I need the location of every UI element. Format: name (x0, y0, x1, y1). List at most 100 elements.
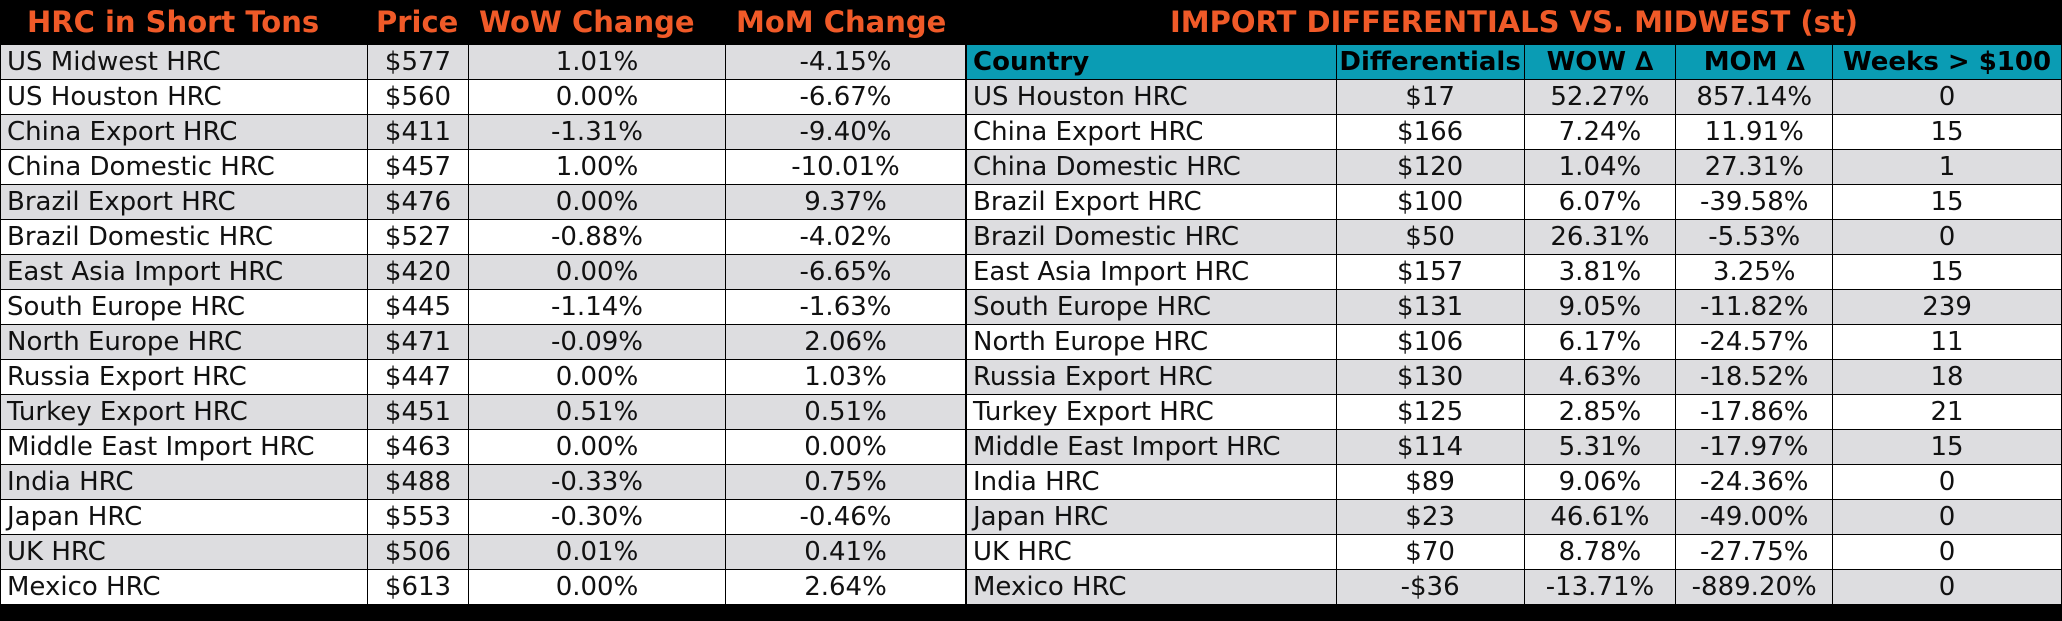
hrc-name-cell: US Midwest HRC (0, 44, 368, 80)
mom-delta-cell: 3.25% (1675, 254, 1834, 290)
weeks-over-100-cell: 0 (1832, 79, 2062, 115)
mom-delta-cell: 11.91% (1675, 114, 1834, 150)
wow-delta-cell: 9.05% (1523, 289, 1677, 325)
table-row: UK HRC $70 8.78% -27.75% 0 (966, 534, 2062, 570)
mom-change-cell: -6.67% (725, 79, 966, 115)
table-row: India HRC $488 -0.33% 0.75% (0, 464, 966, 500)
header-differentials: Differentials (1335, 44, 1525, 80)
header-mom-change: MoM Change (736, 5, 947, 39)
table-row: North Europe HRC $471 -0.09% 2.06% (0, 324, 966, 360)
wow-delta-cell: 1.04% (1523, 149, 1677, 185)
weeks-over-100-cell: 15 (1832, 254, 2062, 290)
wow-delta-cell: -13.71% (1523, 569, 1677, 605)
mom-change-cell: -0.46% (725, 499, 966, 535)
hrc-name-cell: Japan HRC (0, 499, 368, 535)
wow-change-cell: 0.00% (468, 569, 726, 605)
import-differentials-table: Country Differentials WOW ∆ MOM ∆ Weeks … (966, 44, 2062, 605)
weeks-over-100-cell: 239 (1832, 289, 2062, 325)
hrc-name-cell: South Europe HRC (0, 289, 368, 325)
header-weeks-over-100: Weeks > $100 (1832, 44, 2062, 80)
header-hrc-short-tons: HRC in Short Tons (27, 5, 320, 39)
differential-cell: $23 (1335, 499, 1525, 535)
price-cell: $553 (367, 499, 469, 535)
differential-cell: $114 (1335, 429, 1525, 465)
price-cell: $506 (367, 534, 469, 570)
weeks-over-100-cell: 15 (1832, 184, 2062, 220)
mom-change-cell: -1.63% (725, 289, 966, 325)
mom-delta-cell: 857.14% (1675, 79, 1834, 115)
header-wow-change: WoW Change (479, 5, 695, 39)
price-cell: $463 (367, 429, 469, 465)
mom-change-cell: 2.64% (725, 569, 966, 605)
weeks-over-100-cell: 15 (1832, 114, 2062, 150)
mom-change-cell: 9.37% (725, 184, 966, 220)
hrc-name-cell: Turkey Export HRC (0, 394, 368, 430)
table-row: Middle East Import HRC $114 5.31% -17.97% 15 (966, 429, 2062, 465)
mom-delta-cell: -889.20% (1675, 569, 1834, 605)
differential-cell: $70 (1335, 534, 1525, 570)
country-cell: Turkey Export HRC (966, 394, 1337, 430)
wow-delta-cell: 26.31% (1523, 219, 1677, 255)
wow-delta-cell: 6.07% (1523, 184, 1677, 220)
wow-delta-cell: 52.27% (1523, 79, 1677, 115)
wow-change-cell: -0.30% (468, 499, 726, 535)
weeks-over-100-cell: 15 (1832, 429, 2062, 465)
differential-cell: $89 (1335, 464, 1525, 500)
mom-delta-cell: -27.75% (1675, 534, 1834, 570)
wow-delta-cell: 9.06% (1523, 464, 1677, 500)
table-row: China Domestic HRC $457 1.00% -10.01% (0, 149, 966, 185)
table-row: Middle East Import HRC $463 0.00% 0.00% (0, 429, 966, 465)
table-row: Russia Export HRC $130 4.63% -18.52% 18 (966, 359, 2062, 395)
mom-change-cell: -9.40% (725, 114, 966, 150)
wow-change-cell: 0.00% (468, 429, 726, 465)
mom-change-cell: -6.65% (725, 254, 966, 290)
hrc-name-cell: Middle East Import HRC (0, 429, 368, 465)
differential-cell: $157 (1335, 254, 1525, 290)
mom-delta-cell: -24.36% (1675, 464, 1834, 500)
weeks-over-100-cell: 0 (1832, 569, 2062, 605)
hrc-name-cell: North Europe HRC (0, 324, 368, 360)
wow-change-cell: 0.00% (468, 184, 726, 220)
wow-change-cell: 0.51% (468, 394, 726, 430)
table-row: India HRC $89 9.06% -24.36% 0 (966, 464, 2062, 500)
country-cell: UK HRC (966, 534, 1337, 570)
wow-delta-cell: 2.85% (1523, 394, 1677, 430)
table-row: US Midwest HRC $577 1.01% -4.15% (0, 44, 966, 80)
hrc-name-cell: Mexico HRC (0, 569, 368, 605)
mom-change-cell: 0.41% (725, 534, 966, 570)
differential-cell: $125 (1335, 394, 1525, 430)
table-row: Japan HRC $23 46.61% -49.00% 0 (966, 499, 2062, 535)
mom-change-cell: 0.00% (725, 429, 966, 465)
country-cell: Middle East Import HRC (966, 429, 1337, 465)
weeks-over-100-cell: 11 (1832, 324, 2062, 360)
table-row: Turkey Export HRC $451 0.51% 0.51% (0, 394, 966, 430)
price-cell: $420 (367, 254, 469, 290)
country-cell: Brazil Export HRC (966, 184, 1337, 220)
price-cell: $411 (367, 114, 469, 150)
hrc-name-cell: China Domestic HRC (0, 149, 368, 185)
wow-change-cell: 0.01% (468, 534, 726, 570)
country-cell: Mexico HRC (966, 569, 1337, 605)
wow-delta-cell: 7.24% (1523, 114, 1677, 150)
price-cell: $488 (367, 464, 469, 500)
country-cell: Russia Export HRC (966, 359, 1337, 395)
import-differentials-table-body: US Houston HRC $17 52.27% 857.14% 0 China Exp… (966, 79, 2062, 605)
wow-change-cell: 1.01% (468, 44, 726, 80)
wow-delta-cell: 3.81% (1523, 254, 1677, 290)
country-cell: US Houston HRC (966, 79, 1337, 115)
wow-delta-cell: 6.17% (1523, 324, 1677, 360)
table-row: UK HRC $506 0.01% 0.41% (0, 534, 966, 570)
mom-change-cell: 0.75% (725, 464, 966, 500)
mom-delta-cell: -17.97% (1675, 429, 1834, 465)
wow-change-cell: -0.88% (468, 219, 726, 255)
country-cell: Japan HRC (966, 499, 1337, 535)
hrc-price-table: US Midwest HRC $577 1.01% -4.15% US Houston … (0, 44, 966, 605)
table-row: Mexico HRC $613 0.00% 2.64% (0, 569, 966, 605)
table-row: South Europe HRC $131 9.05% -11.82% 239 (966, 289, 2062, 325)
mom-change-cell: -4.15% (725, 44, 966, 80)
country-cell: North Europe HRC (966, 324, 1337, 360)
hrc-name-cell: Russia Export HRC (0, 359, 368, 395)
table-row: Brazil Export HRC $100 6.07% -39.58% 15 (966, 184, 2062, 220)
import-differentials-title: IMPORT DIFFERENTIALS VS. MIDWEST (st) (1170, 5, 1858, 39)
